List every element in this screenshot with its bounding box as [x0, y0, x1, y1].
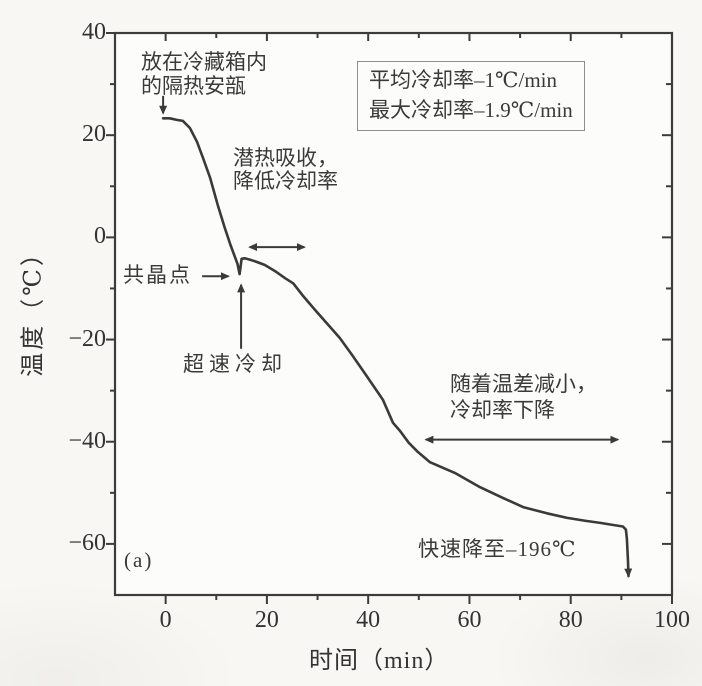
x-tick-label: 0 — [159, 607, 172, 633]
annotation-ampoule-line2: 的隔热安瓿 — [141, 74, 246, 98]
legend-box: 平均冷却率–1℃/min 最大冷却率–1.9℃/min — [357, 61, 585, 131]
legend-line-max: 最大冷却率–1.9℃/min — [369, 98, 573, 122]
plot-frame — [113, 31, 674, 597]
y-tick-label: 40 — [82, 19, 106, 45]
y-tick-label: −40 — [68, 427, 106, 454]
annotation-latent-line2: 降低冷却率 — [233, 169, 338, 193]
annotation-rapid-cooling: 快速降至–196℃ — [418, 537, 577, 561]
annotation-temp-difference: 随着温差减小， 冷却率下降 — [450, 371, 597, 423]
x-tick-label: 40 — [356, 607, 381, 633]
y-tick-label: −20 — [68, 325, 106, 352]
figure-label: (a) — [124, 548, 154, 572]
y-tick-label: 0 — [94, 223, 106, 250]
annotation-latent-heat: 潜热吸收， 降低冷却率 — [233, 147, 338, 193]
y-tick-label: 20 — [82, 121, 106, 148]
temperature-curve — [161, 117, 633, 578]
x-tick-label: 80 — [558, 607, 583, 633]
annotation-supercooling: 超速冷却 — [183, 352, 287, 376]
annotation-ampoule: 放在冷藏箱内 的隔热安瓿 — [141, 50, 267, 98]
x-tick-label: 20 — [254, 607, 279, 633]
x-tick-label: 100 — [654, 607, 690, 633]
annotation-latent-line1: 潜热吸收， — [233, 146, 338, 170]
annotation-eutectic-point: 共晶点 — [123, 263, 192, 287]
x-axis-label: 时间（min） — [309, 648, 450, 674]
annotation-tempdiff-line2: 冷却率下降 — [450, 398, 555, 422]
x-tick-label: 60 — [457, 607, 482, 633]
y-axis-label: 温度（℃） — [20, 239, 47, 377]
annotation-tempdiff-line1: 随着温差减小， — [450, 372, 597, 396]
legend-line-average: 平均冷却率–1℃/min — [369, 68, 557, 92]
y-tick-label: −60 — [68, 529, 106, 556]
annotation-ampoule-line1: 放在冷藏箱内 — [141, 50, 267, 74]
